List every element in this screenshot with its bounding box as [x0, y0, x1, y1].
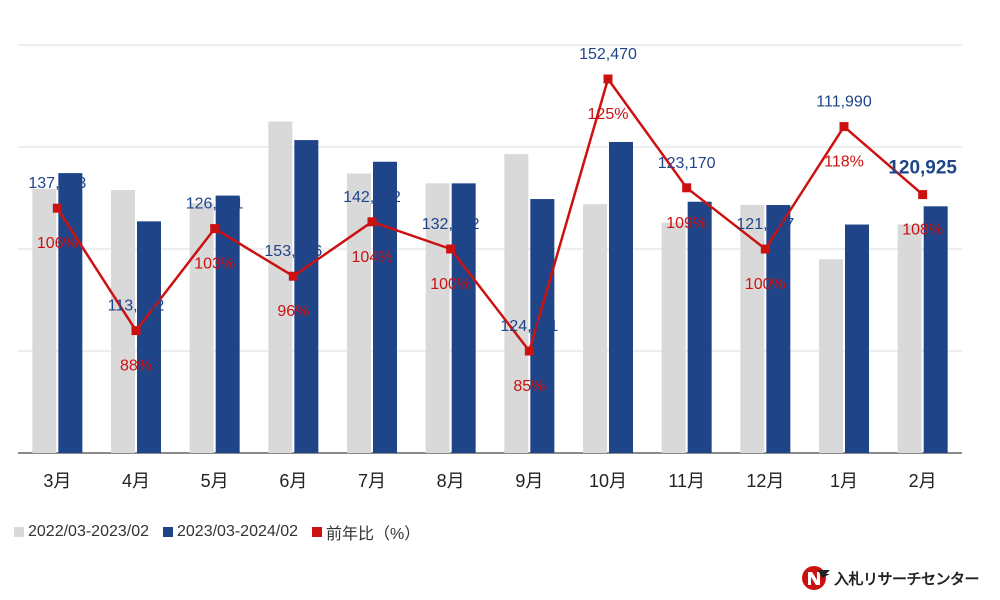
yoy-ratio-label: 100% [430, 276, 471, 293]
yoy-ratio-point [446, 244, 456, 254]
legend-item-yoy-ratio: 前年比（%） [312, 520, 420, 544]
yoy-ratio-label: 100% [745, 276, 786, 293]
yoy-ratio-point [524, 346, 534, 356]
bar-previous-year [425, 183, 450, 453]
x-tick-label: 5月 [201, 471, 229, 491]
company-logo: 入札リサーチセンター [800, 562, 980, 594]
bar-current-year [58, 173, 83, 453]
bar-current-year [294, 140, 319, 453]
x-tick-label: 8月 [437, 471, 465, 491]
bar-previous-year [819, 259, 843, 453]
legend-item-previous-year: 2022/03-2023/02 [14, 523, 149, 541]
value-data-label: 132,182 [422, 216, 480, 233]
x-tick-label: 4月 [122, 471, 150, 491]
yoy-ratio-label: 88% [120, 358, 152, 375]
yoy-ratio-line [56, 77, 924, 353]
value-data-label: 137,203 [28, 175, 86, 192]
value-data-label: 142,772 [343, 189, 401, 206]
yoy-ratio-label: 103% [194, 256, 235, 273]
bar-previous-year [268, 121, 293, 453]
x-tick-label: 10月 [589, 471, 627, 491]
logo-mark-icon [802, 566, 830, 590]
combo-chart: 3月 4月 5月 6月 7月 8月 9月 10月 11月 12月 1月 2月 137,203 106% 11… [18, 44, 962, 491]
x-tick-label: 7月 [358, 471, 386, 491]
bar-previous-year [897, 224, 922, 453]
yoy-ratio-label: 104% [352, 249, 393, 266]
value-data-label: 121,557 [736, 216, 794, 233]
yoy-ratio-label: 125% [588, 106, 629, 123]
bar-current-year [373, 161, 397, 453]
yoy-ratio-point [367, 217, 377, 227]
yoy-ratio-point [760, 244, 770, 254]
value-data-label: 113,552 [108, 298, 165, 315]
value-data-label: 152,470 [579, 46, 637, 63]
x-tick-label: 3月 [43, 471, 71, 491]
bar-previous-year [661, 222, 686, 453]
legend-label-yoy-ratio: 前年比（%） [326, 526, 421, 543]
value-data-label: 120,925 [888, 158, 957, 179]
x-tick-label: 12月 [746, 471, 784, 491]
bar-previous-year [347, 173, 371, 453]
yoy-ratio-label: 109% [666, 215, 707, 232]
bar-current-year [687, 201, 712, 453]
legend-item-current-year: 2023/03-2024/02 [163, 523, 298, 541]
x-tick-label: 2月 [909, 471, 937, 491]
yoy-ratio-point [52, 203, 62, 213]
yoy-ratio-label: 106% [37, 235, 78, 252]
bar-current-year [609, 141, 633, 454]
value-data-label: 123,170 [658, 155, 716, 172]
value-data-label: 111,990 [816, 94, 872, 111]
x-tick-label: 6月 [279, 471, 307, 491]
bar-previous-year [189, 203, 214, 453]
bar-previous-year [583, 204, 607, 453]
bar-current-year [845, 224, 869, 453]
yoy-ratio-label: 96% [277, 303, 309, 320]
bar-current-year [766, 205, 791, 453]
legend-label-current-year: 2023/03-2024/02 [177, 523, 298, 540]
yoy-ratio-label: 118% [824, 154, 864, 171]
yoy-ratio-label: 85% [513, 378, 545, 395]
bar-current-year [923, 206, 948, 453]
legend: 2022/03-2023/02 2023/03-2024/02 前年比（%） [14, 520, 434, 544]
legend-swatch-current-year [163, 527, 173, 537]
x-tick-label: 9月 [515, 471, 543, 491]
yoy-ratio-point [918, 190, 928, 200]
bar-current-year [451, 183, 476, 453]
value-data-label: 124,481 [500, 318, 558, 335]
yoy-ratio-point [131, 326, 141, 336]
legend-swatch-yoy-ratio [312, 527, 322, 537]
legend-swatch-previous-year [14, 527, 24, 537]
value-data-label: 153,386 [264, 243, 322, 260]
logo-text: 入札リサーチセンター [834, 569, 980, 588]
value-data-label: 126,181 [186, 196, 244, 213]
bar-previous-year [740, 204, 765, 453]
x-tick-label: 1月 [830, 471, 858, 491]
bar-current-year [530, 199, 555, 453]
yoy-ratio-point [288, 271, 298, 281]
yoy-ratio-point [210, 224, 220, 234]
yoy-ratio-point [839, 122, 849, 132]
x-tick-label: 11月 [668, 471, 705, 491]
yoy-ratio-label: 108% [902, 222, 943, 239]
bar-previous-year [504, 154, 529, 453]
legend-label-previous-year: 2022/03-2023/02 [28, 523, 149, 540]
bar-current-year [137, 221, 161, 453]
yoy-ratio-point [682, 183, 692, 193]
yoy-ratio-point [603, 74, 613, 84]
bar-current-year [215, 195, 240, 453]
bar-previous-year [32, 188, 57, 453]
